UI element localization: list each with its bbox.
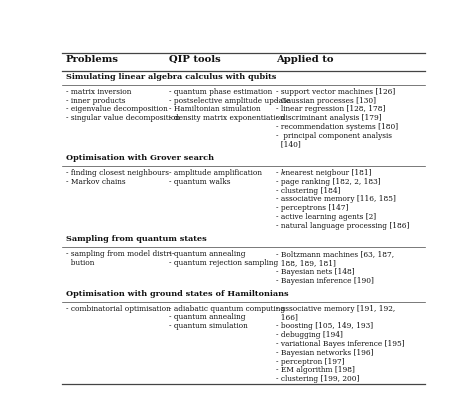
Text: - Boltzmann machines [63, 187,: - Boltzmann machines [63, 187, [276,249,394,257]
Text: QIP tools: QIP tools [169,55,221,64]
Text: - Gaussian processes [130]: - Gaussian processes [130] [276,97,376,104]
Text: - singular value decomposition: - singular value decomposition [66,114,180,122]
Text: - clustering [184]: - clustering [184] [276,186,340,194]
Text: - eigenvalue decomposition: - eigenvalue decomposition [66,105,168,113]
Text: - page ranking [182, 2, 183]: - page ranking [182, 2, 183] [276,177,381,185]
Text: - discriminant analysis [179]: - discriminant analysis [179] [276,114,382,122]
Text: - natural language processing [186]: - natural language processing [186] [276,221,410,229]
Text: - associative memory [116, 185]: - associative memory [116, 185] [276,195,396,203]
Text: - matrix inversion: - matrix inversion [66,88,131,95]
Text: - quantum annealing: - quantum annealing [169,249,246,257]
Text: -nearest neigbour [181]: -nearest neigbour [181] [283,169,372,176]
Text: bution: bution [66,258,94,266]
Text: k: k [281,169,285,176]
Text: 188, 189, 181]: 188, 189, 181] [276,258,336,266]
Text: - EM algorithm [198]: - EM algorithm [198] [276,366,355,373]
Text: Sampling from quantum states: Sampling from quantum states [66,235,207,243]
Text: - postselective amplitude update: - postselective amplitude update [169,97,291,104]
Text: - density matrix exponentiation: - density matrix exponentiation [169,114,285,122]
Text: -: - [276,169,281,176]
Text: Optimisation with ground states of Hamiltonians: Optimisation with ground states of Hamil… [66,289,289,297]
Text: - amplitude amplification: - amplitude amplification [169,169,263,176]
Text: - inner products: - inner products [66,97,125,104]
Text: - Markov chains: - Markov chains [66,177,126,185]
Text: - quantum simulation: - quantum simulation [169,321,248,330]
Text: - finding closest neighbours: - finding closest neighbours [66,169,169,176]
Text: - Bayesian inference [190]: - Bayesian inference [190] [276,276,374,284]
Text: Problems: Problems [66,55,119,64]
Text: - boosting [105, 149, 193]: - boosting [105, 149, 193] [276,321,373,330]
Text: 166]: 166] [276,312,298,321]
Text: - combinatorial optimisation: - combinatorial optimisation [66,304,171,312]
Text: - quantum phase estimation: - quantum phase estimation [169,88,273,95]
Text: - debugging [194]: - debugging [194] [276,330,343,338]
Text: - Bayesian nets [148]: - Bayesian nets [148] [276,267,355,275]
Text: Optimisation with Grover search: Optimisation with Grover search [66,154,214,162]
Text: - clustering [199, 200]: - clustering [199, 200] [276,374,359,382]
Text: - quantum rejection sampling: - quantum rejection sampling [169,258,279,266]
Text: - quantum walks: - quantum walks [169,177,231,185]
Text: - quantum annealing: - quantum annealing [169,312,246,321]
Text: - sampling from model distri-: - sampling from model distri- [66,249,174,257]
Text: -  principal component analysis: - principal component analysis [276,132,392,139]
Text: - recommendation systems [180]: - recommendation systems [180] [276,123,398,131]
Text: - adiabatic quantum computing: - adiabatic quantum computing [169,304,285,312]
Text: - Hamiltonian simulation: - Hamiltonian simulation [169,105,261,113]
Text: [140]: [140] [276,140,301,148]
Text: - perceptron [197]: - perceptron [197] [276,357,345,365]
Text: - linear regression [128, 178]: - linear regression [128, 178] [276,105,385,113]
Text: - active learning agents [2]: - active learning agents [2] [276,213,376,220]
Text: - variational Bayes inference [195]: - variational Bayes inference [195] [276,339,405,347]
Text: Applied to: Applied to [276,55,334,64]
Text: - associative memory [191, 192,: - associative memory [191, 192, [276,304,395,312]
Text: - perceptrons [147]: - perceptrons [147] [276,204,348,212]
Text: - Bayesian networks [196]: - Bayesian networks [196] [276,348,374,356]
Text: Simulating linear algebra calculus with qubits: Simulating linear algebra calculus with … [66,73,276,81]
Text: - support vector machines [126]: - support vector machines [126] [276,88,395,95]
